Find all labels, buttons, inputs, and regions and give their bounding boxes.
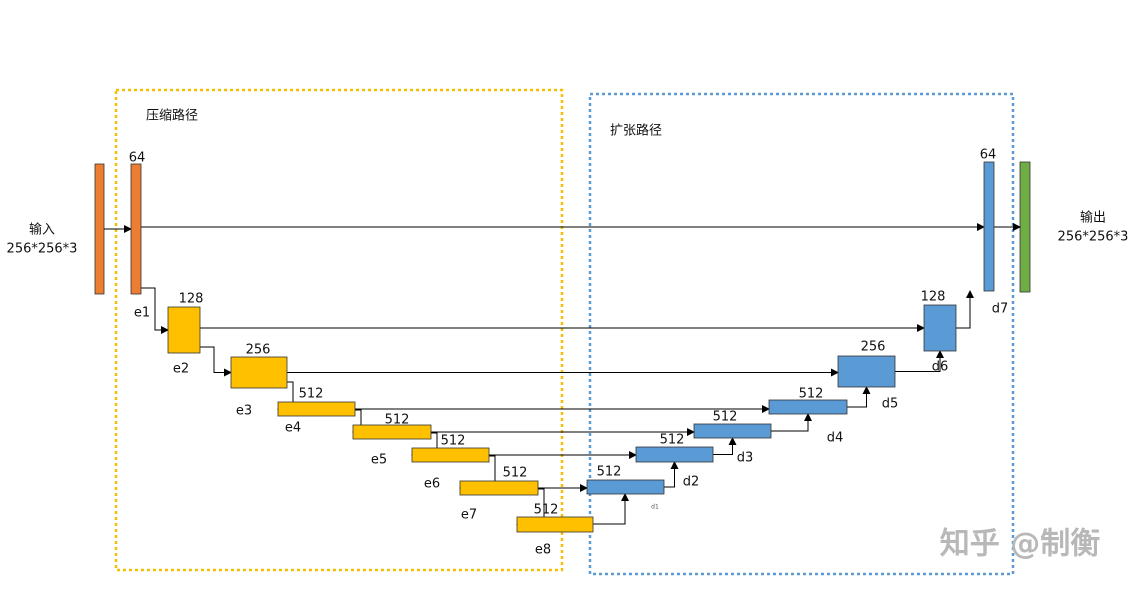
connector [664,461,679,488]
decoder-block [983,161,995,292]
channel-label: 512 [597,465,622,480]
decoder-block [837,355,896,388]
connector [895,350,944,372]
decoder-block [768,399,848,415]
input-size: 256*256*3 [7,242,78,257]
decoder-block [586,479,665,495]
encoder-block [459,480,539,496]
block-name: d1 [651,504,659,511]
connector [956,290,974,329]
decoder-region [588,92,1015,576]
encoder-block [277,401,356,417]
channel-label: 128 [179,292,204,307]
connector [200,346,232,377]
block-name: d5 [882,397,899,412]
connector [141,287,169,334]
channel-label: 64 [980,148,997,163]
block-name: d2 [683,475,700,490]
output-block [1019,161,1031,293]
output-size: 256*256*3 [1058,230,1129,245]
encoder-region-label: 压缩路径 [146,108,198,124]
encoder-block [230,356,288,389]
encoder-block [516,516,594,533]
block-name: d7 [992,302,1009,317]
decoder-region-label: 扩张路径 [610,123,662,139]
block-name: e7 [461,508,477,523]
decoder-block [635,446,714,463]
channel-label: 256 [861,340,886,355]
encoder-block [352,424,432,440]
connector [771,413,812,432]
channel-label: 512 [534,503,559,518]
encoder-region [114,88,564,572]
block-name: d6 [932,360,949,375]
watermark: 知乎 @制衡 [940,527,1100,562]
channel-label: 512 [713,410,738,425]
block-name: d4 [827,431,844,446]
block-name: e3 [236,404,252,419]
channel-label: 512 [503,466,528,481]
channel-label: 512 [441,434,466,449]
block-name: e8 [535,543,551,558]
channel-label: 512 [799,387,824,402]
channel-label: 512 [299,387,324,402]
block-name: d3 [737,451,754,466]
connector [713,437,737,455]
block-name: e5 [371,453,387,468]
block-name: e2 [173,362,189,377]
decoder-block [923,304,957,352]
channel-label: 512 [385,413,410,428]
input-block [94,163,105,295]
block-name: e4 [285,421,301,436]
channel-label: 64 [129,151,146,166]
block-name: e6 [424,477,440,492]
connector [593,493,629,525]
encoder-block [411,447,490,463]
block-name: e1 [134,306,150,321]
input-label: 输入 [29,222,55,238]
connector [847,386,871,408]
encoder-block [130,163,142,295]
channel-label: 256 [246,343,271,358]
output-label: 输出 [1080,210,1106,226]
channel-label: 512 [660,433,685,448]
channel-label: 128 [921,290,946,305]
encoder-block [167,306,201,354]
decoder-block [693,423,772,439]
